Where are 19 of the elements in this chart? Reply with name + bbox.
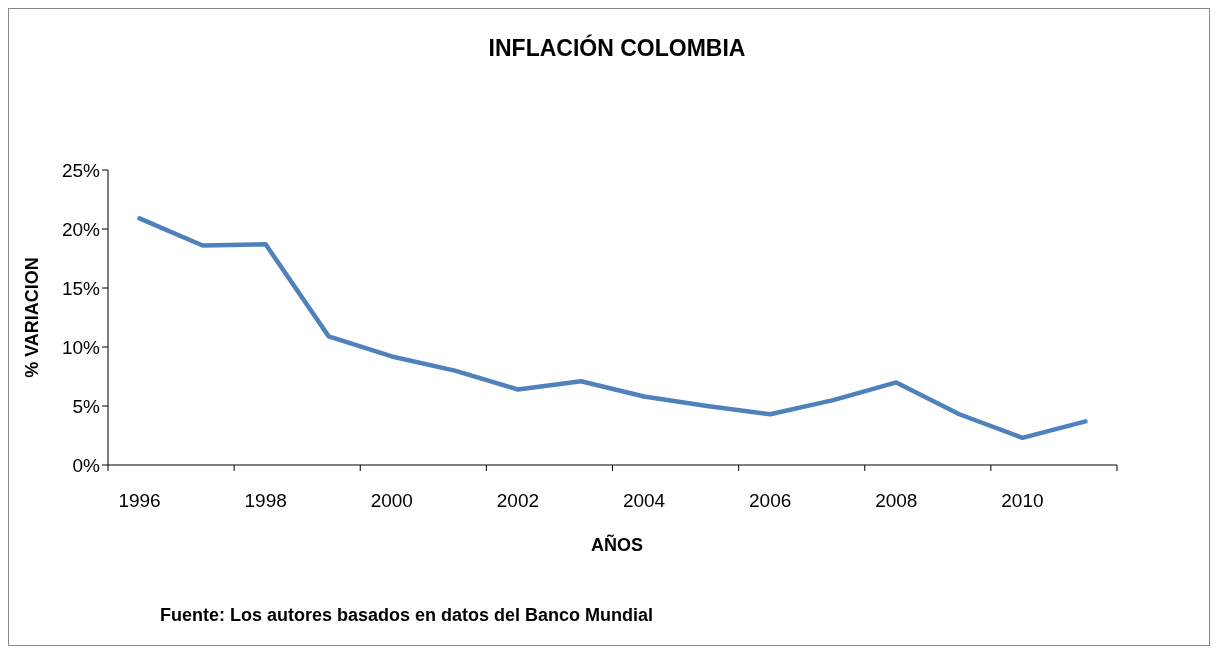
source-note: Fuente: Los autores basados en datos del Banco Mundial: [160, 605, 654, 625]
x-tick-label: 2000: [370, 490, 413, 511]
y-axis-title: % VARIACION: [22, 257, 42, 378]
y-tick-label: 25%: [61, 159, 101, 181]
y-tick-label: 0%: [72, 454, 101, 476]
chart-title: INFLACIÓN COLOMBIA: [488, 34, 746, 61]
x-tick-label: 2004: [622, 490, 666, 511]
x-tick-label: 2008: [875, 490, 918, 511]
y-tick-label: 10%: [61, 336, 101, 358]
y-tick-label: 20%: [61, 218, 101, 240]
y-tick-label: 5%: [72, 395, 101, 417]
x-axis-title: AÑOS: [590, 534, 644, 555]
x-tick-label: 2010: [1001, 490, 1044, 511]
x-tick-label: 1996: [118, 490, 161, 511]
y-tick-label: 15%: [61, 277, 101, 299]
x-tick-label: 2002: [496, 490, 540, 511]
line-series: [137, 216, 1088, 441]
x-tick-label: 1998: [244, 490, 287, 511]
x-tick-label: 2006: [749, 490, 792, 511]
